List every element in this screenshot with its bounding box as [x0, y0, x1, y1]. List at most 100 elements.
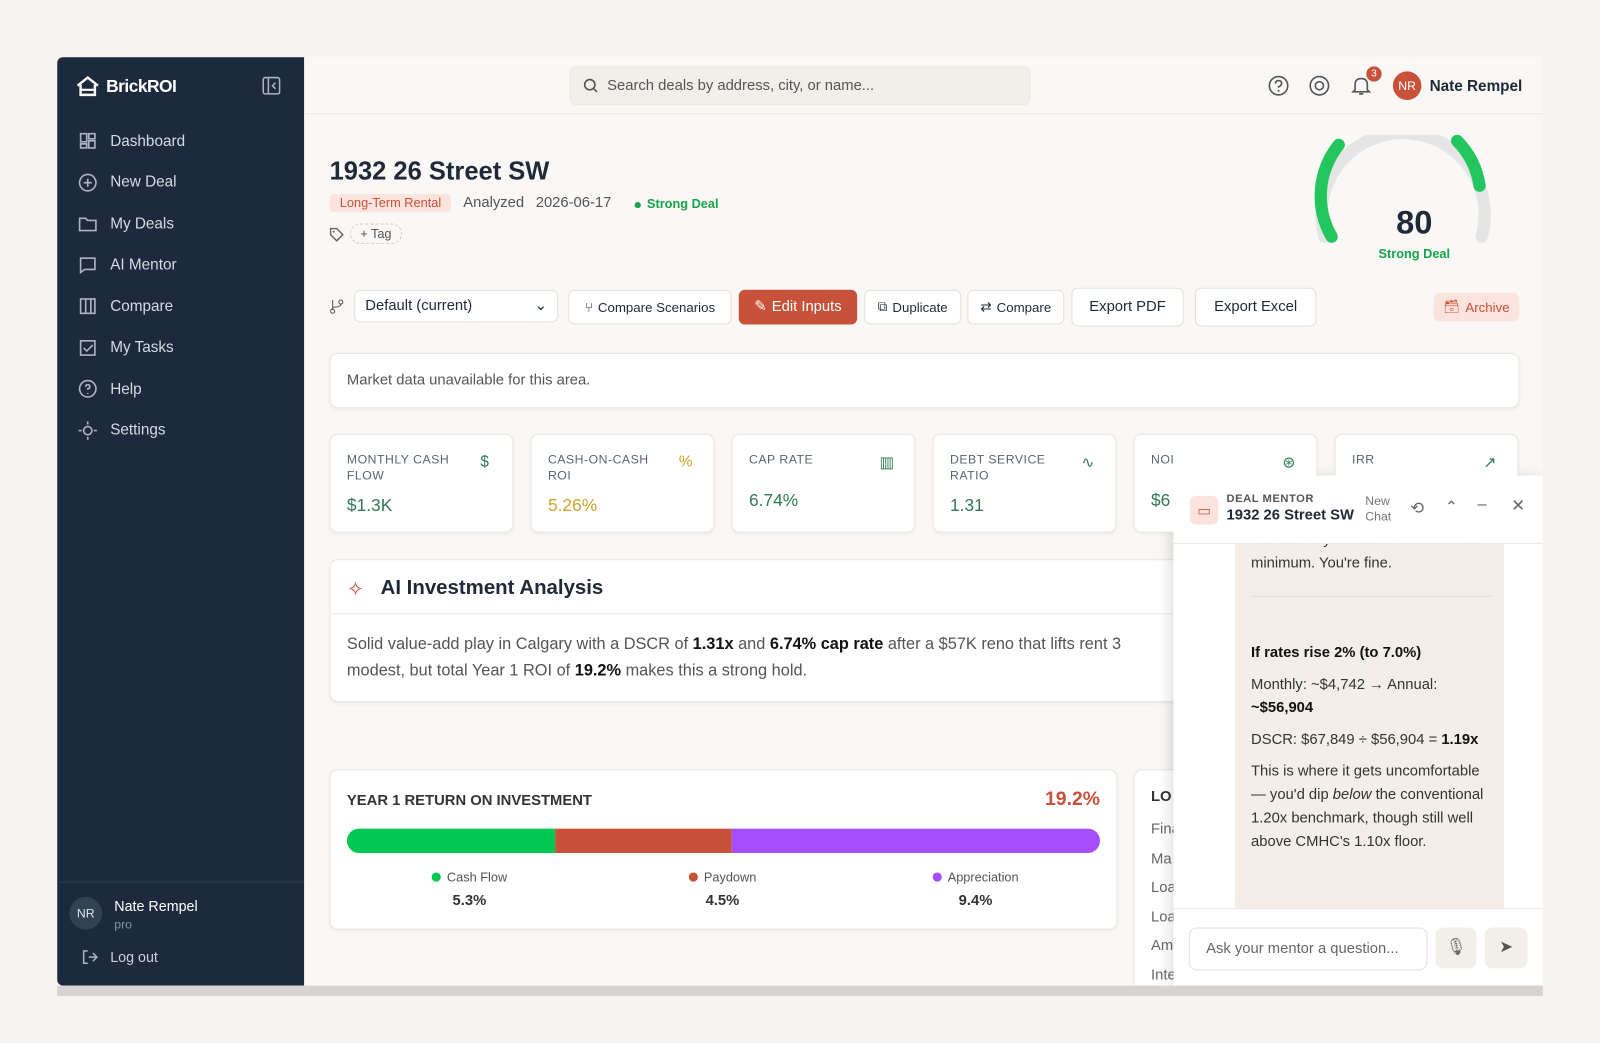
metric-icon: ⊛ — [1282, 454, 1296, 472]
minimize-button[interactable]: – — [1477, 495, 1487, 514]
icon: ✎ — [754, 298, 767, 316]
close-button[interactable]: ✕ — [1511, 497, 1525, 516]
label: Compare — [996, 299, 1052, 315]
edit-inputs-button[interactable]: ✎ Edit Inputs — [738, 289, 858, 325]
metric-icon: $ — [480, 453, 489, 471]
market-notice: Market data unavailable for this area. — [329, 353, 1520, 409]
notification-count: 3 — [1366, 66, 1382, 82]
metric-card: CASH-ON-CASH ROI% 5.26% — [530, 433, 715, 533]
text-segment: 1.19x — [1441, 731, 1479, 748]
metric-icon: ↗ — [1483, 454, 1497, 472]
nav-item[interactable]: AI Mentor — [78, 249, 177, 280]
roi-total: 19.2% — [1045, 788, 1100, 811]
tag-icon — [329, 227, 344, 242]
analyzed-label: Analyzed — [463, 194, 525, 212]
analysis-line: modest, but total Year 1 ROI of 19.2% ma… — [347, 658, 1510, 685]
metric-label: CAP RATE — [748, 452, 814, 467]
nav-label: Settings — [110, 421, 166, 439]
metric-label: IRR — [1352, 452, 1375, 467]
mentor-title: 1932 26 Street SW — [1226, 507, 1355, 524]
label: Edit Inputs — [771, 298, 842, 316]
text-segment: makes this a strong hold. — [621, 662, 808, 680]
roi-segment — [554, 828, 732, 854]
legend-name: Paydown — [703, 870, 757, 885]
mentor-kicker: DEAL MENTOR — [1226, 492, 1315, 506]
roi-segment — [346, 828, 555, 854]
avatar[interactable]: NR — [1392, 71, 1422, 100]
message-bubble: Still above your 1.20x conventional mini… — [1234, 542, 1505, 909]
collapse-button[interactable] — [262, 76, 281, 95]
send-button[interactable]: ➤ — [1484, 927, 1528, 969]
nav-item[interactable]: Dashboard — [78, 126, 186, 157]
metric-label: NOI — [1151, 452, 1175, 467]
mentor-input[interactable]: Ask your mentor a question... — [1188, 927, 1428, 971]
icon: ⇄ — [980, 298, 992, 315]
logout[interactable]: Log out — [110, 948, 158, 966]
metric-label: CASH-ON-CASH ROI — [547, 452, 649, 483]
nav-item[interactable]: Help — [78, 373, 142, 404]
mentor-input-area: Ask your mentor a question... 🎙 ➤ — [1173, 908, 1543, 986]
metric-card: MONTHLY CASH FLOW $ $1.3K — [329, 433, 514, 533]
icon: ⑂ — [584, 299, 593, 315]
export-excel-button[interactable]: Export Excel — [1194, 287, 1317, 327]
brand-logo — [76, 75, 99, 97]
divider — [57, 881, 305, 883]
text-segment: the conventional 1.20x benchmark, though… — [1251, 786, 1484, 850]
metric-icon: ∿ — [1081, 454, 1095, 472]
search[interactable]: Search deals by address, city, or name..… — [569, 66, 1031, 106]
text-segment: 19.2% — [574, 662, 622, 680]
analysis-text: Solid value-add play in Calgary with a D… — [347, 632, 1510, 685]
brand: BrickROI — [106, 76, 177, 96]
tag-button[interactable]: + Tag — [349, 223, 402, 244]
branch-icon — [330, 299, 344, 314]
compare-scenarios-button[interactable]: ⑂ Compare Scenarios — [568, 289, 732, 325]
nav-label: Help — [110, 380, 142, 398]
roi-bar — [346, 828, 1100, 854]
nav-icon — [78, 217, 97, 232]
sidebar: BrickROI NR Nate Rempel pro Log out Dash… — [57, 57, 305, 986]
nav-item[interactable]: My Deals — [78, 208, 174, 239]
new-chat-button[interactable]: New Chat — [1365, 493, 1392, 524]
legend-item: Paydown — [641, 870, 804, 885]
mic-button[interactable]: 🎙 — [1435, 927, 1477, 969]
nav-item[interactable]: Compare — [78, 291, 173, 322]
scrollbar — [57, 985, 1543, 996]
market-notice-text: Market data unavailable for this area. — [346, 372, 591, 389]
metric-value: $6 — [1151, 490, 1171, 511]
export-pdf-button[interactable]: Export PDF — [1071, 287, 1184, 327]
nav-icon — [79, 256, 96, 274]
input-placeholder: Ask your mentor a question... — [1206, 940, 1399, 958]
roi-card: YEAR 1 RETURN ON INVESTMENT 19.2% Cash F… — [329, 769, 1118, 930]
scenario-select[interactable]: Default (current) ⌄ — [354, 289, 559, 323]
duplicate-button[interactable]: ⧉ Duplicate — [864, 289, 962, 325]
metric-value: 6.74% — [748, 490, 799, 511]
segment-value: 4.5% — [705, 892, 740, 910]
icon: ⧉ — [877, 298, 888, 315]
analyzed-date: 2026-06-17 — [535, 194, 612, 212]
legend-name: Appreciation — [947, 870, 1019, 885]
metric-label: MONTHLY CASH FLOW — [346, 452, 450, 483]
nav-label: Dashboard — [110, 132, 186, 150]
help-button[interactable] — [1267, 74, 1289, 96]
nav-item[interactable]: Settings — [78, 415, 166, 446]
legend-item: Cash Flow — [388, 870, 551, 885]
loan-row: Fina — [1151, 821, 1180, 838]
loan-row: Loa — [1151, 908, 1176, 925]
score-value: 80 — [1396, 204, 1433, 241]
app-frame: BrickROI NR Nate Rempel pro Log out Dash… — [57, 57, 1543, 986]
nav-item[interactable]: My Tasks — [78, 332, 174, 363]
metric-value: 5.26% — [547, 495, 598, 516]
compare-button[interactable]: ⇄ Compare — [967, 289, 1065, 325]
loan-row: Ma — [1151, 850, 1172, 867]
expand-button[interactable]: ⌃ — [1444, 498, 1458, 517]
history-button[interactable]: ⟲ — [1410, 499, 1424, 518]
text-segment: and — [733, 635, 770, 654]
notifications-button[interactable] — [1350, 74, 1372, 96]
nav-icon — [79, 298, 96, 315]
nav-icon — [79, 339, 96, 356]
nav-item[interactable]: New Deal — [78, 167, 177, 198]
text-segment: ~$56,904 — [1251, 699, 1314, 717]
archive-button[interactable]: 🗃 Archive — [1433, 292, 1520, 322]
support-button[interactable] — [1308, 74, 1330, 96]
